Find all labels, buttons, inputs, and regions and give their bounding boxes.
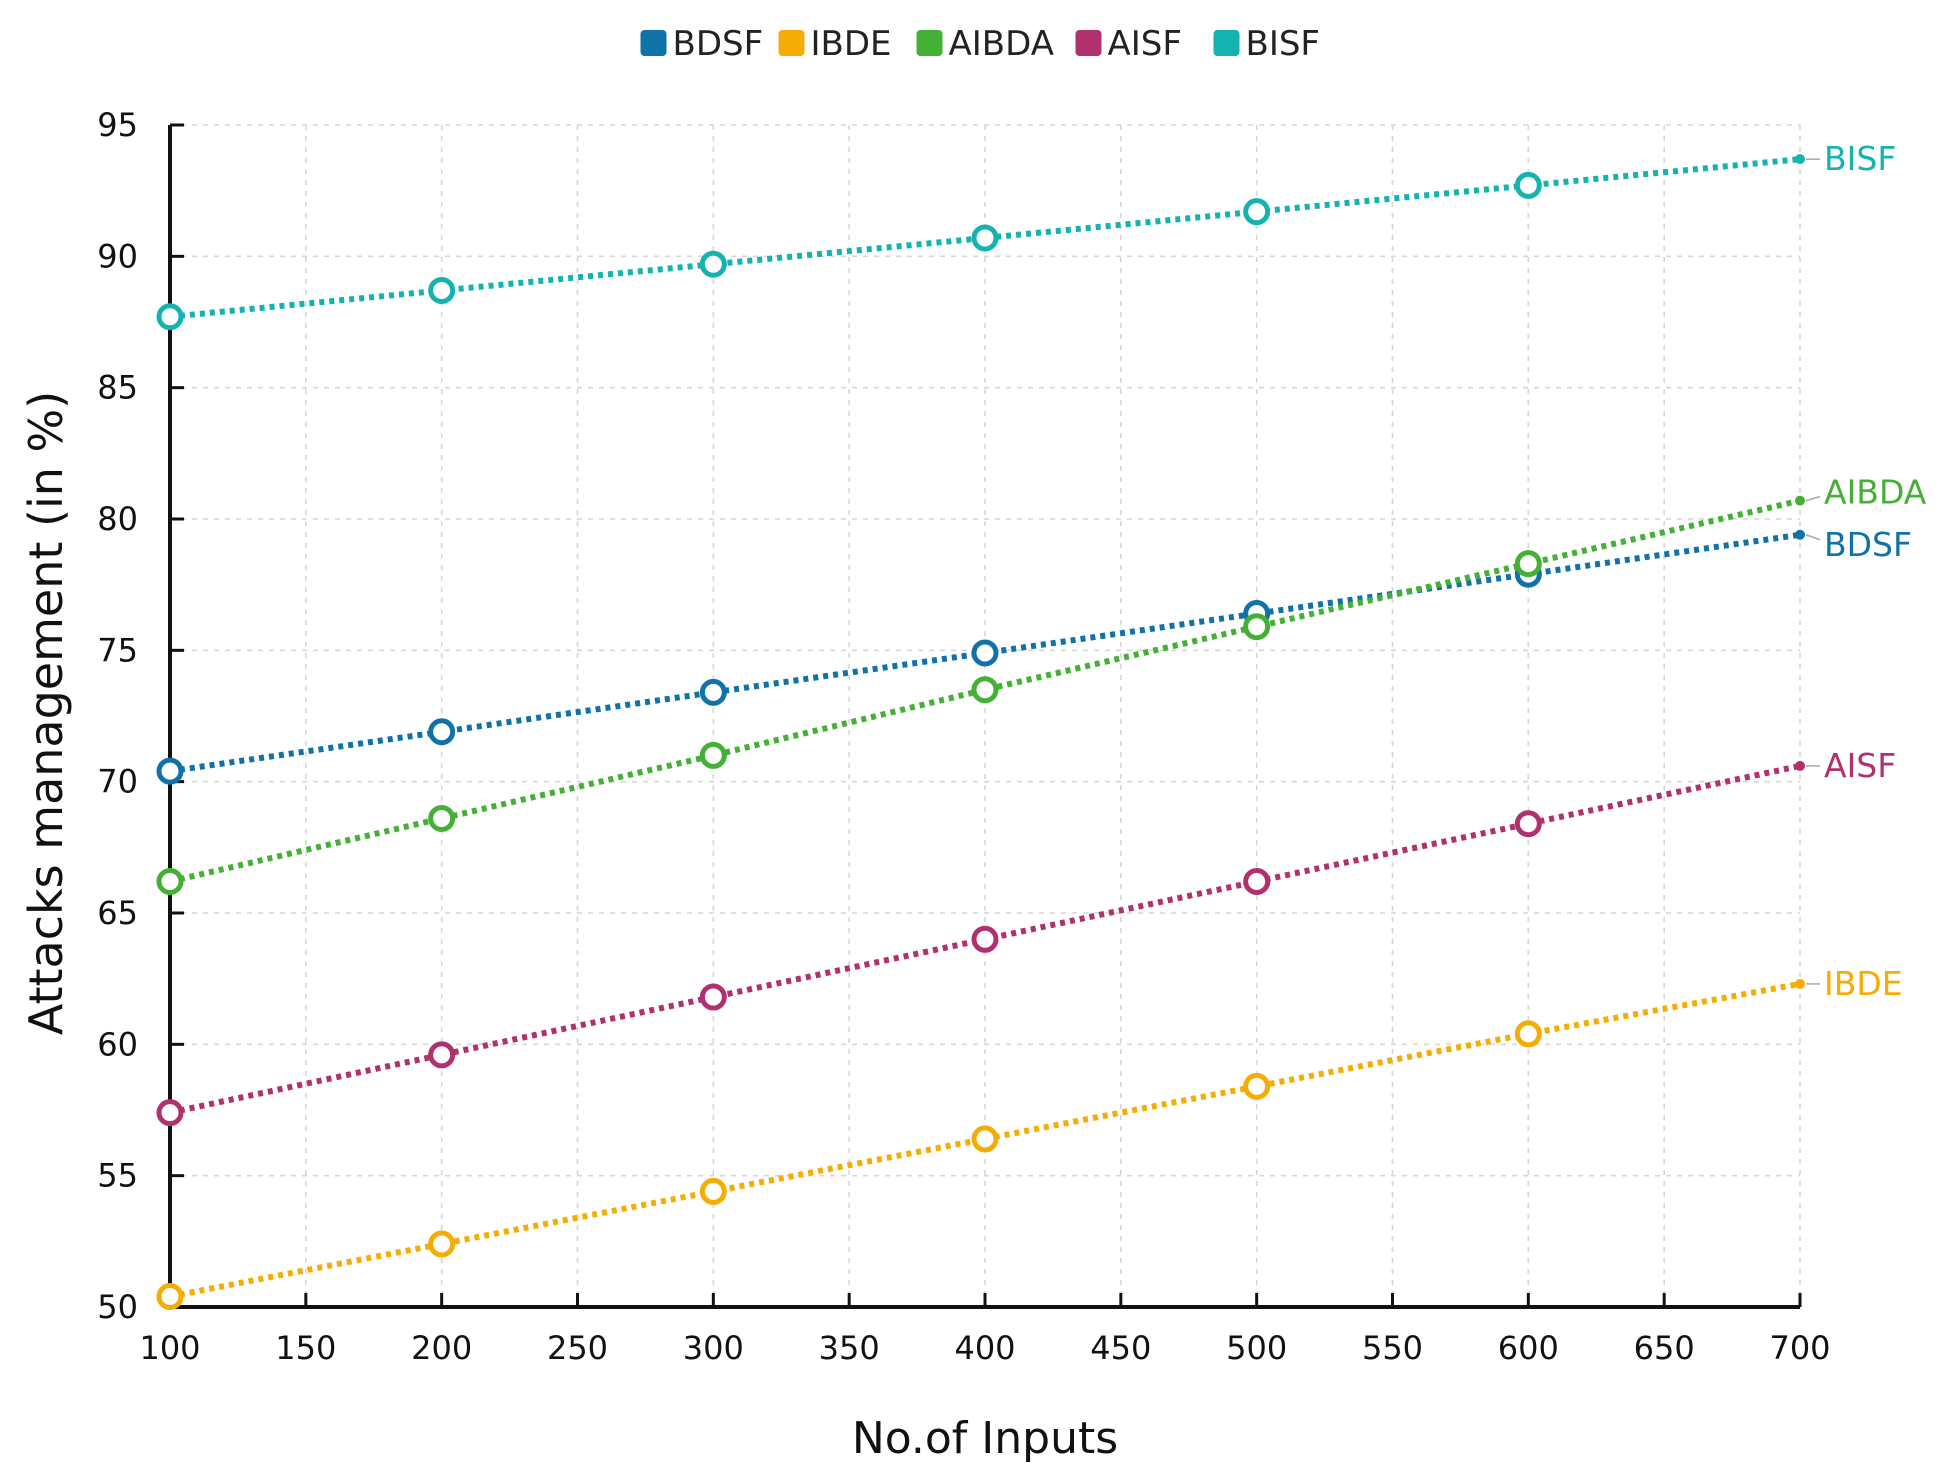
legend-swatch (640, 30, 667, 56)
data-point (1243, 867, 1271, 895)
x-tick-label: 100 (139, 1329, 200, 1367)
y-tick-label: 65 (97, 894, 138, 932)
legend-item-aibda: AIBDA (916, 24, 1054, 64)
y-tick-label: 95 (97, 106, 138, 144)
x-tick-label: 550 (1362, 1329, 1423, 1367)
series-end-label: AIBDA (1824, 473, 1927, 512)
legend-item-bdsf: BDSF (640, 24, 764, 64)
legend-label: BISF (1246, 24, 1321, 64)
data-point-end (1795, 495, 1805, 506)
y-tick-label: 70 (97, 763, 138, 801)
series-end-label: BDSF (1824, 525, 1912, 564)
series-bisf: BISF (156, 139, 1896, 331)
series-aibda: AIBDA (156, 473, 1927, 895)
data-point (428, 718, 456, 746)
series-end-label: AISF (1824, 746, 1896, 785)
data-point (1243, 1072, 1271, 1100)
data-point (1514, 1020, 1542, 1048)
x-tick-label: 700 (1769, 1329, 1830, 1367)
y-tick-label: 80 (97, 500, 138, 538)
x-tick-label: 350 (819, 1329, 880, 1367)
legend: BDSF IBDE AIBDA AISF BISF (640, 24, 1321, 64)
data-point (156, 757, 184, 785)
legend-swatch (1213, 30, 1240, 56)
series-end-label: BISF (1824, 139, 1896, 178)
axes: 100 150 200 250 300 350 400 450 500 550 600 650 700 5… (97, 106, 1830, 1367)
y-tick-label: 60 (97, 1025, 138, 1063)
data-point (428, 276, 456, 304)
legend-label: AIBDA (949, 24, 1054, 64)
series-bdsf: BDSF (156, 525, 1912, 785)
series-end-label: IBDE (1824, 964, 1903, 1003)
x-tick-label: 150 (275, 1329, 336, 1367)
y-tick-label: 90 (97, 237, 138, 275)
data-point (1243, 198, 1271, 226)
legend-item-ibde: IBDE (778, 24, 892, 64)
legend-label: IBDE (811, 24, 892, 64)
x-tick-label: 500 (1226, 1329, 1287, 1367)
x-tick-label: 400 (954, 1329, 1015, 1367)
y-tick-label: 55 (97, 1157, 138, 1195)
data-point (1514, 550, 1542, 578)
data-point-end (1795, 978, 1805, 989)
data-point (428, 1230, 456, 1258)
data-point (699, 1177, 727, 1205)
data-point (699, 678, 727, 706)
data-point (1514, 810, 1542, 838)
legend-label: BDSF (673, 24, 764, 64)
data-point (699, 741, 727, 769)
data-point (156, 303, 184, 331)
data-point (971, 925, 999, 953)
x-tick-label: 250 (547, 1329, 608, 1367)
data-point (156, 1099, 184, 1127)
data-point (971, 639, 999, 667)
y-axis-title: Attacks management (in %) (19, 391, 73, 1035)
legend-swatch (1075, 30, 1102, 56)
y-tick-label: 75 (97, 631, 138, 669)
data-point (1243, 613, 1271, 641)
data-point (971, 1125, 999, 1153)
data-point (971, 676, 999, 704)
series-aisf: AISF (156, 746, 1896, 1127)
data-point (699, 983, 727, 1011)
data-point-end (1795, 154, 1805, 165)
y-tick-label: 85 (97, 369, 138, 407)
legend-item-bisf: BISF (1213, 24, 1321, 64)
x-tick-label: 300 (683, 1329, 744, 1367)
data-point (1514, 171, 1542, 199)
legend-item-aisf: AISF (1075, 24, 1182, 64)
end-label-leader (1805, 495, 1821, 502)
data-point (428, 804, 456, 832)
x-tick-label: 600 (1498, 1329, 1559, 1367)
data-point-end (1795, 760, 1805, 771)
x-axis-title: No.of Inputs (852, 1413, 1118, 1464)
data-point (156, 867, 184, 895)
x-tick-label: 200 (411, 1329, 472, 1367)
data-point-end (1795, 529, 1805, 540)
legend-swatch (778, 30, 805, 56)
data-point (971, 224, 999, 252)
end-label-leader (1805, 534, 1821, 541)
y-tick-label: 50 (97, 1288, 138, 1326)
data-point (428, 1041, 456, 1069)
legend-swatch (916, 30, 943, 56)
legend-label: AISF (1108, 24, 1182, 64)
x-tick-label: 450 (1090, 1329, 1151, 1367)
data-point (699, 250, 727, 278)
series-ibde: IBDE (156, 964, 1903, 1310)
series-layer: BDSF IBDE AIBDA AISF BISF (156, 139, 1927, 1310)
data-point (156, 1282, 184, 1310)
x-tick-label: 650 (1634, 1329, 1695, 1367)
